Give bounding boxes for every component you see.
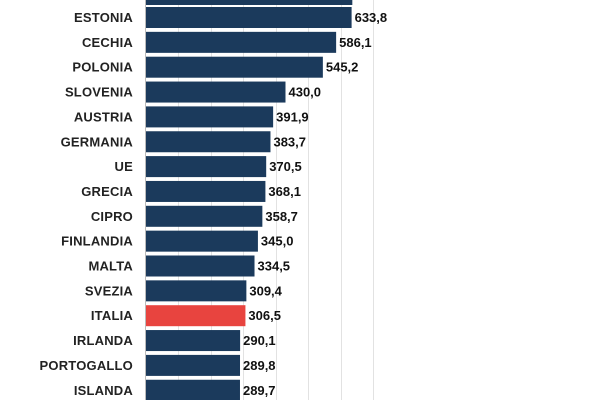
value-label-cechia: 586,1 (339, 35, 372, 50)
value-label-estonia: 633,8 (355, 10, 388, 25)
bar-germania (146, 131, 271, 153)
value-label-grecia: 368,1 (268, 184, 301, 199)
category-label-slovenia: SLOVENIA (65, 85, 133, 100)
category-label-ue: UE (115, 159, 134, 174)
value-label-svezia: 309,4 (249, 283, 282, 298)
partial-top-bar (146, 0, 353, 5)
value-label-ue: 370,5 (269, 159, 302, 174)
category-label-grecia: GRECIA (81, 184, 133, 199)
bar-estonia (146, 7, 352, 28)
value-label-austria: 391,9 (276, 109, 309, 124)
category-label-cechia: CECHIA (82, 35, 133, 50)
bar-cropped-top (146, 0, 353, 5)
bar-finlandia (146, 230, 258, 252)
bar-malta (146, 255, 255, 277)
bar-irlanda (146, 330, 241, 352)
bar-polonia (146, 56, 323, 78)
category-label-svezia: SVEZIA (85, 283, 134, 298)
bar-islanda (146, 379, 240, 400)
category-label-malta: MALTA (88, 259, 133, 274)
bar-cipro (146, 205, 263, 227)
value-label-finlandia: 345,0 (261, 234, 294, 249)
category-label-finlandia: FINLANDIA (61, 234, 133, 249)
value-label-portogallo: 289,8 (243, 358, 276, 373)
bars (146, 7, 352, 400)
bar-slovenia (146, 81, 286, 103)
bar-ue (146, 156, 267, 178)
value-label-irlanda: 290,1 (243, 333, 276, 348)
category-label-italia: ITALIA (91, 308, 134, 323)
value-label-islanda: 289,7 (243, 383, 276, 398)
value-label-cipro: 358,7 (265, 209, 298, 224)
bar-cechia (146, 31, 337, 53)
bar-austria (146, 106, 274, 128)
category-label-cipro: CIPRO (91, 209, 133, 224)
bar-grecia (146, 180, 266, 202)
category-label-irlanda: IRLANDA (73, 333, 133, 348)
category-label-islanda: ISLANDA (74, 383, 134, 398)
value-label-germania: 383,7 (273, 134, 306, 149)
category-label-polonia: POLONIA (72, 60, 133, 75)
bar-portogallo (146, 354, 241, 376)
value-label-slovenia: 430,0 (288, 85, 321, 100)
category-label-germania: GERMANIA (61, 134, 134, 149)
bar-italia (146, 305, 246, 327)
category-label-austria: AUSTRIA (74, 109, 134, 124)
labels: ESTONIA 633,8 CECHIA 586,1 POLONIA 545,2 SLOVE… (40, 10, 388, 398)
category-label-portogallo: PORTOGALLO (40, 358, 133, 373)
category-label-estonia: ESTONIA (74, 10, 133, 25)
value-label-malta: 334,5 (258, 259, 291, 274)
value-label-italia: 306,5 (248, 308, 281, 323)
value-label-polonia: 545,2 (326, 60, 359, 75)
bar-svezia (146, 280, 247, 302)
